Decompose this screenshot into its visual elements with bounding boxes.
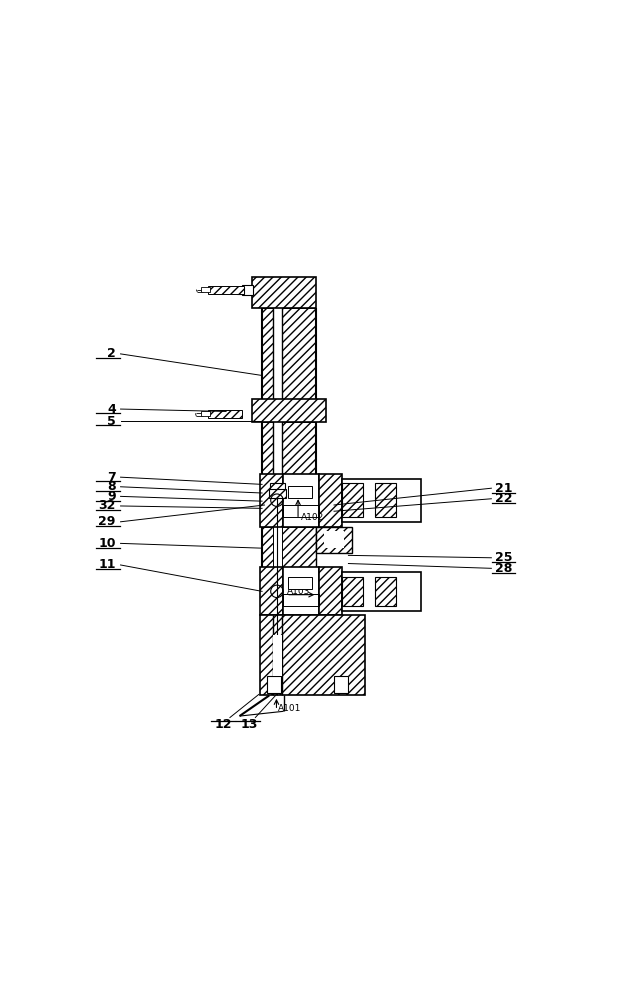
Bar [201,287,210,292]
Text: 28: 28 [495,562,512,575]
Text: 29: 29 [98,515,116,528]
Text: 25: 25 [495,551,513,564]
Bar [342,572,421,611]
Bar [375,577,396,606]
Bar [243,285,253,295]
Bar [262,308,316,522]
Bar [208,286,244,294]
Bar [201,411,210,416]
Bar [271,483,285,491]
Text: 10: 10 [98,537,116,550]
Bar [272,635,282,676]
Bar [342,577,363,606]
Bar [283,474,319,527]
Bar [283,505,319,517]
Text: 22: 22 [495,492,513,505]
Bar [283,594,319,606]
Bar [282,422,316,492]
Text: 4: 4 [107,403,116,416]
Bar [262,527,272,567]
Bar [324,531,344,548]
Bar [342,479,421,522]
Text: 32: 32 [98,499,116,512]
Text: A103: A103 [287,587,310,596]
Bar [237,287,244,294]
Bar [267,676,281,693]
Bar [316,527,352,553]
Bar [288,486,313,498]
Bar [282,527,316,567]
Bar [262,308,272,399]
Text: 8: 8 [107,480,116,493]
Text: 12: 12 [215,718,233,731]
Bar [269,489,286,498]
Bar [342,483,363,517]
Bar [288,577,313,589]
Bar [251,399,326,422]
Text: 21: 21 [495,482,513,495]
Bar [208,410,243,418]
Bar [282,308,316,399]
Text: A101: A101 [278,704,301,713]
Text: 2: 2 [107,347,116,360]
Bar [375,483,396,517]
Text: 5: 5 [107,415,116,428]
Bar [262,422,272,492]
Bar [260,615,365,695]
Text: A102: A102 [300,513,324,522]
Bar [283,567,319,615]
Bar [319,474,342,527]
Bar [260,474,283,527]
Text: 9: 9 [107,490,116,503]
Bar [260,567,283,615]
Bar [251,277,316,308]
Bar [319,567,342,615]
Text: 13: 13 [240,718,258,731]
Text: 11: 11 [98,558,116,571]
Bar [334,676,348,693]
Text: 7: 7 [107,471,116,484]
